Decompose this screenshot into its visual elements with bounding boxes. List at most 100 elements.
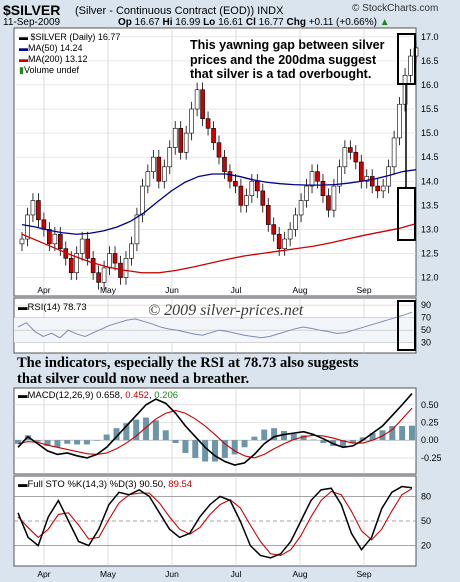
candle-body [265, 205, 271, 225]
macd-histogram-bar [359, 437, 366, 441]
price-tick-label: 16.5 [421, 56, 439, 66]
candle-body [211, 127, 216, 144]
macd-histogram-bar [54, 440, 61, 448]
candle-body [74, 253, 80, 274]
candle-body [161, 166, 167, 182]
candle-body [58, 233, 63, 249]
x-label-May: May [100, 285, 117, 295]
candle-body [271, 224, 277, 235]
candle-body [145, 171, 151, 187]
candle-body [183, 132, 189, 153]
macd-histogram-bar [113, 428, 120, 441]
sto-d-line [17, 488, 413, 557]
x-label-bottom-Aug: Aug [292, 569, 307, 579]
macd-histogram-bar [123, 423, 130, 441]
macd-histogram-bar [349, 440, 356, 444]
candle-body [79, 238, 85, 254]
price-tick-label: 16.0 [421, 80, 439, 90]
macd-histogram-bar [202, 440, 209, 462]
rsi-tick-label: 90 [421, 300, 431, 310]
sto-label: ▬Full STO %K(14,3) %D(3) 90.50, 89.54 [18, 479, 193, 490]
legend-price: ▬ $SILVER (Daily) 16.77 [19, 32, 121, 42]
candle-body [129, 243, 134, 259]
x-label-Jun: Jun [165, 285, 179, 295]
candle-body [227, 171, 233, 182]
macd-histogram-bar [379, 430, 386, 441]
macd-histogram-bar [231, 440, 238, 455]
x-label-bottom-Jun: Jun [165, 569, 179, 579]
symbol-description: (Silver - Continuous Contract (EOD)) IND… [75, 5, 284, 17]
macd-histogram-bar [162, 430, 169, 441]
candle-body [304, 185, 309, 201]
legend-volume: ▮Volume undef [19, 65, 79, 75]
candle-body [260, 190, 266, 206]
macd-histogram-bar [152, 420, 159, 441]
candle-body [391, 137, 397, 168]
macd-histogram-bar [409, 425, 415, 441]
candle-body [90, 257, 96, 274]
candle-body [172, 127, 178, 148]
candle-body [36, 200, 41, 221]
macd-histogram-bar [221, 440, 228, 458]
macd-tick-label: 0.50 [421, 400, 439, 410]
macd-histogram-bar [172, 440, 179, 444]
candle-body [353, 152, 359, 163]
price-tick-label: 12.5 [421, 248, 439, 258]
sto-tick-label: 20 [421, 541, 431, 551]
candle-body [255, 180, 260, 192]
macd-histogram-bar [143, 417, 150, 441]
candle-body [293, 214, 298, 230]
candle-body [101, 267, 107, 283]
indicator-annotation: The indicators, especially the RSI at 78… [17, 355, 359, 387]
candle-body [194, 89, 200, 110]
x-label-bottom-Jul: Jul [231, 569, 242, 579]
macd-histogram-bar [103, 434, 110, 441]
candle-body [151, 156, 156, 172]
candle-body [52, 233, 58, 245]
candle-body [282, 238, 287, 249]
macd-histogram-bar [74, 440, 81, 445]
macd-histogram-bar [15, 440, 21, 444]
candle-body [397, 103, 402, 139]
macd-histogram-bar [320, 440, 327, 444]
candle-body [402, 75, 408, 105]
candle-body [249, 180, 255, 197]
macd-tick-label: 0.25 [421, 417, 439, 427]
price-tick-label: 13.5 [421, 200, 439, 210]
macd-histogram-bar [399, 426, 406, 441]
macd-histogram-bar [389, 426, 396, 441]
candle-body [200, 89, 205, 119]
candle-body [358, 161, 364, 182]
candle-body [96, 272, 101, 283]
candle-body [156, 156, 162, 182]
candle-body [41, 219, 47, 230]
symbol-title: $SILVER [3, 2, 61, 18]
macd-tick-label: 0.00 [421, 435, 439, 445]
candle-body [408, 55, 413, 76]
macd-label: ▬MACD(12,26,9) 0.658, 0.452, 0.206 [18, 390, 179, 401]
macd-histogram-bar [212, 440, 218, 462]
candle-body [375, 185, 380, 192]
macd-histogram-bar [290, 433, 297, 441]
x-label-Jul: Jul [231, 285, 242, 295]
legend-ma200: ▬MA(200) 13.12 [19, 54, 88, 64]
candle-body [222, 156, 227, 172]
x-label-Sep: Sep [356, 285, 371, 295]
candle-body [25, 214, 30, 240]
candle-body [216, 142, 222, 158]
x-label-bottom-Apr: Apr [37, 569, 50, 579]
candle-body [233, 180, 238, 187]
macd-histogram-bar [182, 440, 189, 453]
candle-body [167, 147, 173, 168]
candle-body [276, 233, 282, 249]
macd-histogram-bar [340, 440, 347, 447]
candle-body [244, 195, 249, 206]
candle-body [309, 171, 315, 187]
macd-tick-label: -0.25 [421, 453, 442, 463]
header-date: 11-Sep-2009 [3, 17, 61, 28]
candle-body [178, 127, 183, 153]
x-label-bottom-May: May [100, 569, 117, 579]
x-label-bottom-Sep: Sep [356, 569, 371, 579]
